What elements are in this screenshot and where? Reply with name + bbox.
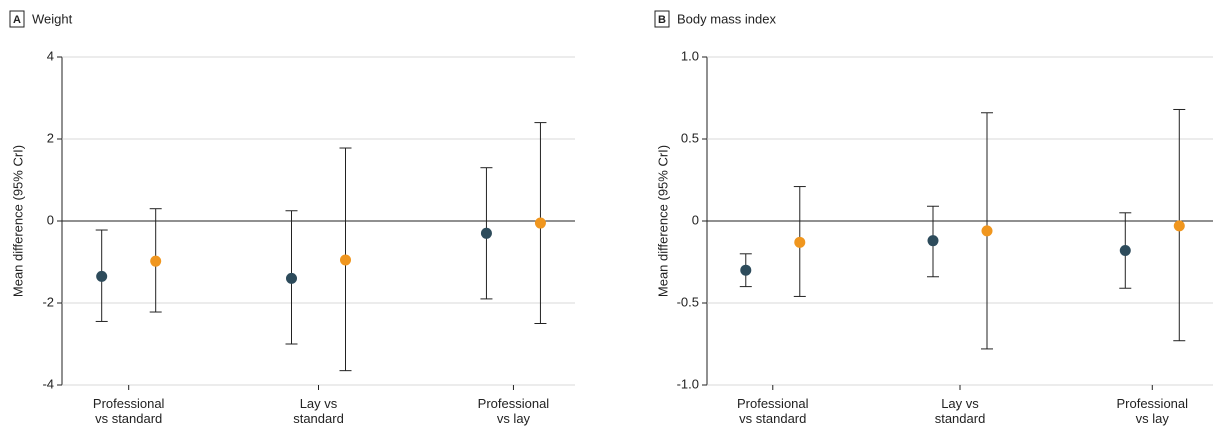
y-tick-label: 4 [47, 48, 54, 63]
y-tick-label: -0.5 [677, 294, 699, 309]
x-tick-label: Professional vs lay [1116, 396, 1189, 426]
point [981, 225, 993, 237]
y-tick-label: -4 [42, 376, 54, 391]
y-axis-label: Mean difference (95% CrI) [655, 145, 670, 297]
panel-label-box [654, 10, 670, 28]
chart-title: Body mass index [677, 11, 776, 26]
y-tick-label: 1.0 [681, 48, 699, 63]
point [1173, 220, 1185, 232]
point [1119, 245, 1131, 257]
panel-label: B [658, 14, 666, 26]
x-tick-label: Professional vs standard [736, 396, 809, 426]
x-tick-label: Lay vs standard [934, 396, 986, 426]
point [740, 264, 752, 276]
y-axis-label: Mean difference (95% CrI) [10, 145, 25, 297]
y-tick-label: 2 [47, 130, 54, 145]
y-tick-label: 0 [47, 212, 54, 227]
y-tick-label: 0.5 [681, 130, 699, 145]
point [340, 254, 351, 266]
point [794, 236, 806, 248]
point [927, 235, 939, 247]
chart-title: Weight [32, 11, 73, 26]
y-tick-label: -2 [42, 294, 54, 309]
point [480, 227, 492, 239]
panel-label-box [9, 10, 25, 28]
y-tick-label: 0 [692, 212, 699, 227]
point [534, 217, 546, 229]
x-tick-label: Lay vs standard [293, 396, 344, 426]
x-tick-label: Professional vs standard [92, 396, 165, 426]
point [96, 270, 108, 282]
y-tick-label: -1.0 [677, 376, 699, 391]
panel-label: A [13, 14, 21, 26]
x-tick-label: Professional vs lay [477, 396, 550, 426]
point [150, 255, 162, 267]
point [286, 272, 297, 284]
